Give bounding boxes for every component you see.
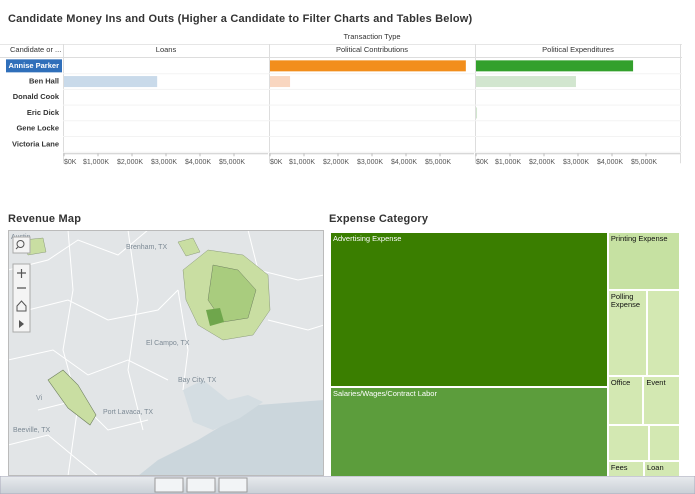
panel-header: Political Contributions (336, 45, 408, 54)
bar (270, 76, 291, 88)
cell-label: Event (646, 377, 666, 387)
cell-label: Loan (646, 463, 664, 473)
category-label: Eric Dick (27, 108, 60, 117)
dashboard-title: Candidate Money Ins and Outs (Higher a C… (8, 13, 473, 25)
bar-chart: Transaction Type Candidate or ... Loans $… (0, 32, 682, 166)
treemap-cell: Office (607, 375, 644, 425)
cell-label: Advertising Expense (333, 234, 402, 243)
category-label: Annise Parker (9, 61, 60, 70)
x-tick-label: $3,000K (151, 159, 177, 166)
x-tick-label: $2,000K (323, 159, 349, 166)
toolbar-bg (0, 476, 695, 494)
place-label: Bay City, TX (178, 377, 217, 384)
category-label: Victoria Lane (12, 139, 59, 148)
place-label: Brenham, TX (126, 244, 167, 251)
header: Transaction Type (343, 32, 400, 41)
place-label: El Campo, TX (146, 340, 190, 347)
bar (476, 76, 576, 88)
search-button[interactable] (12, 236, 31, 254)
cell-label: Printing Expense (610, 234, 668, 243)
gulf (138, 400, 324, 476)
toolbar-button[interactable] (154, 477, 184, 493)
x-tick-label: $3,000K (563, 159, 589, 166)
toolbar-button[interactable] (218, 477, 248, 493)
cell-label: Fees (610, 463, 628, 473)
treemap: Advertising Expense Salaries/Wages/Contra… (330, 232, 680, 482)
map-controls[interactable] (12, 236, 31, 333)
x-tick-label: $0K (270, 159, 283, 166)
bar (476, 60, 634, 72)
cell-label: Salaries/Wages/Contract Labor (333, 388, 437, 398)
treemap-cell: Salaries/Wages/Contract Labor (330, 386, 608, 482)
bay (183, 380, 263, 430)
x-tick-label: $2,000K (529, 159, 555, 166)
map: Austin Brenham, TX El Campo, TX Bay City… (8, 230, 324, 476)
toolbar-button[interactable] (186, 477, 216, 493)
bar (270, 60, 466, 72)
place-label: Port Lavaca, TX (103, 409, 153, 416)
treemap-cell (648, 424, 680, 462)
x-tick-label: $1,000K (495, 159, 521, 166)
x-tick-label: $0K (64, 159, 77, 166)
selected-row (6, 59, 62, 73)
x-tick-label: $5,000K (631, 159, 657, 166)
x-tick-label: $5,000K (425, 159, 451, 166)
treemap-cell: Event (643, 375, 680, 425)
x-tick-label: $3,000K (357, 159, 383, 166)
houston-area (22, 237, 271, 426)
treemap-cell: Polling Expense (607, 289, 648, 376)
treemap-cell (607, 424, 649, 462)
x-tick-label: $2,000K (117, 159, 143, 166)
treemap-cell (647, 289, 680, 376)
toolbar (0, 476, 695, 494)
x-tick-label: $4,000K (185, 159, 211, 166)
cell-label: Office (610, 377, 631, 387)
cell-label: Polling Expense (610, 291, 641, 309)
x-tick-label: $1,000K (289, 159, 315, 166)
category-label: Ben Hall (29, 77, 59, 86)
x-tick-label: $4,000K (597, 159, 623, 166)
bar (64, 76, 158, 88)
x-tick-label: $0K (476, 159, 489, 166)
x-tick-label: $5,000K (219, 159, 245, 166)
y-axis-label: Candidate or ... (10, 45, 61, 54)
panel-header: Loans (156, 45, 177, 54)
map-title: Revenue Map (8, 213, 82, 225)
x-tick-label: $4,000K (391, 159, 417, 166)
panel-header: Political Expenditures (542, 45, 614, 54)
place-label: Vi (36, 395, 43, 402)
bar (476, 107, 478, 119)
place-label: Beeville, TX (13, 427, 51, 434)
category-label: Donald Cook (13, 92, 60, 101)
x-tick-label: $1,000K (83, 159, 109, 166)
category-label: Gene Locke (16, 124, 59, 133)
treemap-title: Expense Category (329, 213, 429, 225)
treemap-cell: Advertising Expense (330, 232, 608, 387)
treemap-cell: Printing Expense (607, 232, 680, 290)
zoom-controls[interactable] (12, 263, 31, 333)
